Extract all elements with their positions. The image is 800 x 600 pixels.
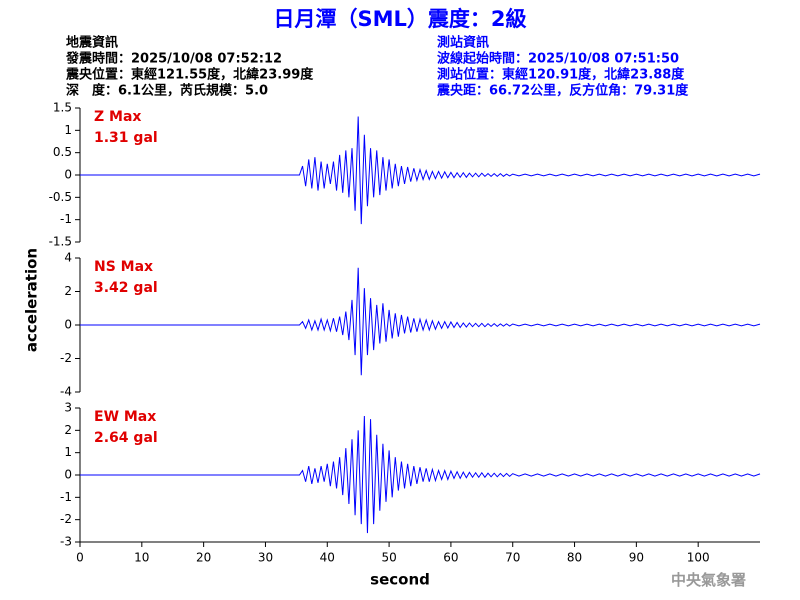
y-tick-label: -1 [60, 212, 72, 226]
y-tick-label: -1 [60, 490, 72, 504]
y-tick-label: 3 [64, 401, 72, 415]
y-axis-label: acceleration [23, 248, 41, 352]
max-label: 1.31 gal [94, 130, 158, 146]
y-tick-label: -2 [60, 351, 72, 365]
max-label: 2.64 gal [94, 430, 158, 446]
y-tick-label: -3 [60, 535, 72, 549]
x-tick-label: 60 [443, 551, 458, 565]
info-left: 發震時間：2025/10/08 07:52:12 [65, 51, 282, 67]
panel-label: Z Max [94, 109, 141, 125]
x-tick-label: 50 [381, 551, 396, 565]
y-tick-label: 1 [64, 445, 72, 459]
waveform [80, 116, 761, 225]
waveform [80, 267, 761, 376]
footer: 中央氣象署 [671, 571, 746, 589]
x-tick-label: 10 [134, 551, 149, 565]
y-tick-label: 0 [64, 168, 72, 182]
x-tick-label: 40 [320, 551, 335, 565]
y-tick-label: -4 [60, 385, 72, 399]
y-tick-label: 2 [64, 423, 72, 437]
info-left: 地震資訊 [66, 35, 118, 51]
info-right: 測站位置：東經120.91度，北緯23.88度 [437, 67, 685, 83]
y-tick-label: -1.5 [49, 235, 72, 249]
y-tick-label: -2 [60, 512, 72, 526]
x-tick-label: 80 [567, 551, 582, 565]
y-tick-label: 0 [64, 318, 72, 332]
y-tick-label: 1.5 [53, 101, 72, 115]
y-tick-label: 2 [64, 284, 72, 298]
info-left: 深 度：6.1公里，芮氏規模：5.0 [66, 83, 268, 99]
y-tick-label: 1 [64, 123, 72, 137]
info-right: 震央距：66.72公里，反方位角：79.31度 [436, 83, 689, 99]
title: 日月潭（SML）震度：2級 [273, 7, 526, 31]
y-tick-label: 0 [64, 468, 72, 482]
waveform [80, 416, 761, 534]
panel-label: NS Max [94, 259, 153, 275]
panel-label: EW Max [94, 409, 156, 425]
y-tick-label: 0.5 [53, 145, 72, 159]
x-tick-label: 70 [505, 551, 520, 565]
x-tick-label: 100 [687, 551, 710, 565]
y-tick-label: 4 [64, 251, 72, 265]
x-tick-label: 30 [258, 551, 273, 565]
x-tick-label: 0 [76, 551, 84, 565]
max-label: 3.42 gal [94, 280, 158, 296]
info-right: 測站資訊 [437, 35, 489, 51]
y-tick-label: -0.5 [49, 190, 72, 204]
x-axis-label: second [370, 571, 430, 589]
x-tick-label: 90 [629, 551, 644, 565]
x-tick-label: 20 [196, 551, 211, 565]
info-right: 波線起始時間：2025/10/08 07:51:50 [437, 51, 679, 67]
info-left: 震央位置：東經121.55度，北緯23.99度 [65, 67, 314, 83]
